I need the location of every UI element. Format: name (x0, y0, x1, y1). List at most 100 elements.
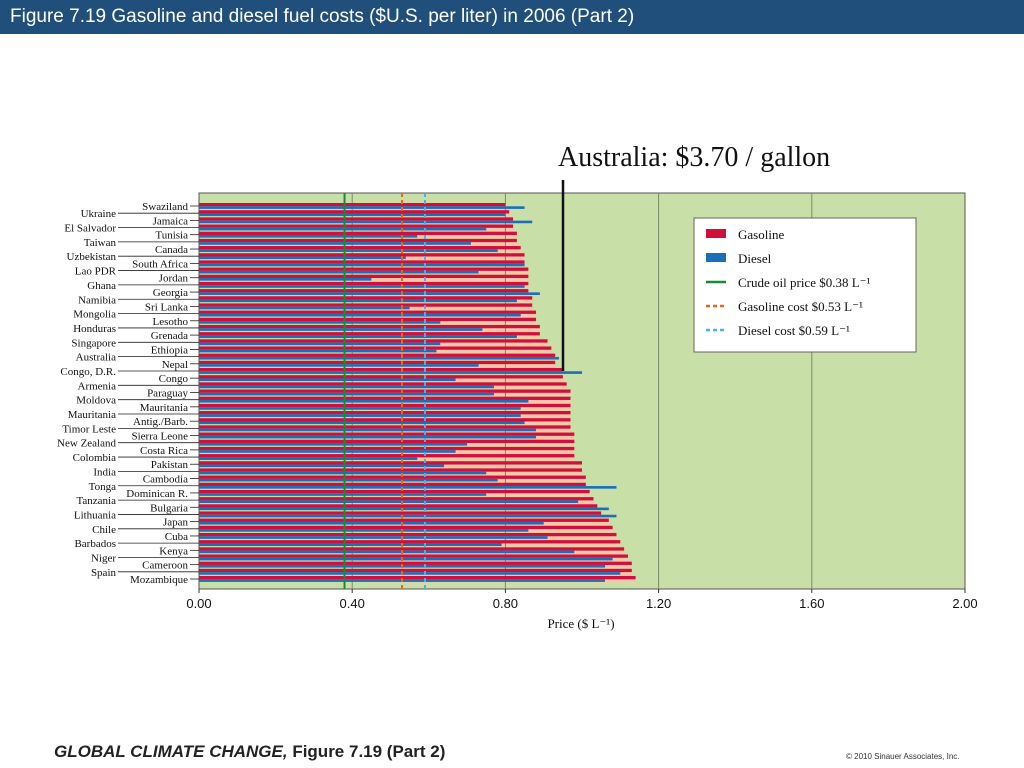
gasoline-bar (199, 389, 571, 393)
slide-title: Figure 7.19 Gasoline and diesel fuel cos… (10, 6, 635, 27)
gasoline-bar (199, 497, 594, 501)
gasoline-bar (199, 346, 552, 350)
gasoline-bar (199, 203, 506, 207)
category-label: Congo, D.R. (60, 366, 116, 378)
category-label: Barbados (74, 538, 116, 550)
gasoline-bar (199, 210, 510, 214)
diesel-bar (199, 206, 525, 209)
diesel-bar (199, 557, 613, 561)
gasoline-bar (199, 525, 613, 530)
gasoline-bar (199, 289, 529, 293)
category-label: Chile (92, 524, 116, 536)
gasoline-bar (199, 504, 598, 508)
diesel-bar (199, 263, 525, 267)
diesel-bar (199, 500, 579, 503)
diesel-bar (199, 328, 483, 331)
diesel-bar (199, 270, 479, 274)
legend-entry: Crude oil price $0.38 L⁻¹ (738, 275, 871, 290)
category-label: Swaziland (142, 201, 188, 213)
diesel-bar (199, 371, 582, 374)
gasoline-bar (199, 310, 537, 314)
diesel-bar (199, 443, 468, 446)
category-label: Jordan (159, 273, 189, 285)
category-label: Paraguay (147, 388, 188, 400)
category-label: Spain (91, 567, 117, 579)
category-label: Tonga (89, 481, 116, 493)
x-tick-label: 0.00 (186, 596, 211, 611)
gasoline-bar (199, 432, 575, 436)
category-label: Jamaica (153, 215, 189, 227)
diesel-bar (199, 392, 494, 396)
category-label: Cameroon (142, 560, 188, 572)
diesel-bar (199, 464, 445, 468)
diesel-bar (199, 493, 487, 496)
diesel-bar (199, 543, 502, 547)
diesel-bar (199, 349, 437, 353)
diesel-bar (199, 450, 456, 453)
category-label: Ukraine (81, 208, 117, 220)
category-label: Colombia (73, 452, 117, 464)
diesel-bar (199, 306, 410, 310)
category-label: Armenia (78, 380, 117, 392)
diesel-bar (199, 414, 521, 417)
diesel-bar (199, 529, 529, 532)
gasoline-bar (199, 324, 540, 329)
category-label: El Salvador (64, 223, 116, 235)
diesel-bar (199, 421, 525, 425)
category-label: Lithuania (74, 509, 116, 521)
gasoline-bar (199, 439, 575, 444)
category-label: South Africa (132, 258, 188, 270)
category-label: Pakistan (151, 459, 189, 471)
category-label: Honduras (73, 323, 116, 335)
legend-entry: Diesel cost $0.59 L⁻¹ (738, 323, 850, 338)
diesel-bar (199, 407, 521, 410)
gasoline-bar (199, 468, 582, 472)
diesel-bar (199, 213, 506, 217)
diesel-bar (199, 457, 418, 460)
gasoline-bar (199, 489, 590, 494)
diesel-bar (199, 313, 521, 317)
category-label: Lesotho (153, 316, 189, 328)
gasoline-bar (199, 267, 529, 271)
category-label: Sierra Leone (132, 431, 189, 443)
diesel-bar (199, 507, 609, 511)
category-label: Tunisia (155, 230, 188, 242)
diesel-bar (199, 536, 548, 539)
gasoline-bar (199, 532, 617, 537)
australia-callout: Australia: $3.70 / gallon (558, 142, 830, 173)
diesel-bar (199, 399, 529, 403)
diesel-bar (199, 364, 479, 367)
diesel-bar (199, 321, 441, 324)
diesel-bar (199, 356, 560, 360)
category-label: Dominican R. (126, 488, 188, 500)
category-label: Australia (76, 352, 116, 364)
category-label: Namibia (78, 294, 116, 306)
diesel-bar (199, 292, 540, 295)
diesel-bar (199, 572, 621, 575)
legend-gasoline-swatch (706, 229, 726, 238)
gasoline-bar (199, 411, 571, 415)
x-tick-label: 1.20 (646, 596, 671, 611)
category-label: Congo (159, 373, 189, 385)
gasoline-bar (199, 418, 571, 422)
gasoline-bar (199, 547, 625, 551)
gasoline-bar (199, 281, 529, 286)
legend-entry: Gasoline (738, 227, 784, 242)
gasoline-bar (199, 482, 586, 487)
diesel-bar (199, 227, 487, 231)
gasoline-bar (199, 238, 517, 243)
copyright-notice: © 2010 Sinauer Associates, Inc. (846, 752, 960, 761)
category-label: Mozambique (130, 574, 188, 586)
category-label: Niger (91, 552, 116, 564)
x-tick-label: 0.40 (340, 596, 365, 611)
gasoline-bar (199, 317, 537, 322)
category-label: Singapore (71, 337, 116, 349)
legend-box (693, 217, 917, 353)
footer-caption: GLOBAL CLIMATE CHANGE, Figure 7.19 (Part… (54, 742, 445, 762)
title-bar: Figure 7.19 Gasoline and diesel fuel cos… (0, 0, 1024, 34)
figure-label: Figure 7.19 (Part 2) (287, 742, 446, 761)
gasoline-bar (199, 511, 602, 515)
gasoline-bar (199, 518, 609, 522)
gasoline-bar (199, 231, 517, 235)
gasoline-bar (199, 568, 632, 573)
